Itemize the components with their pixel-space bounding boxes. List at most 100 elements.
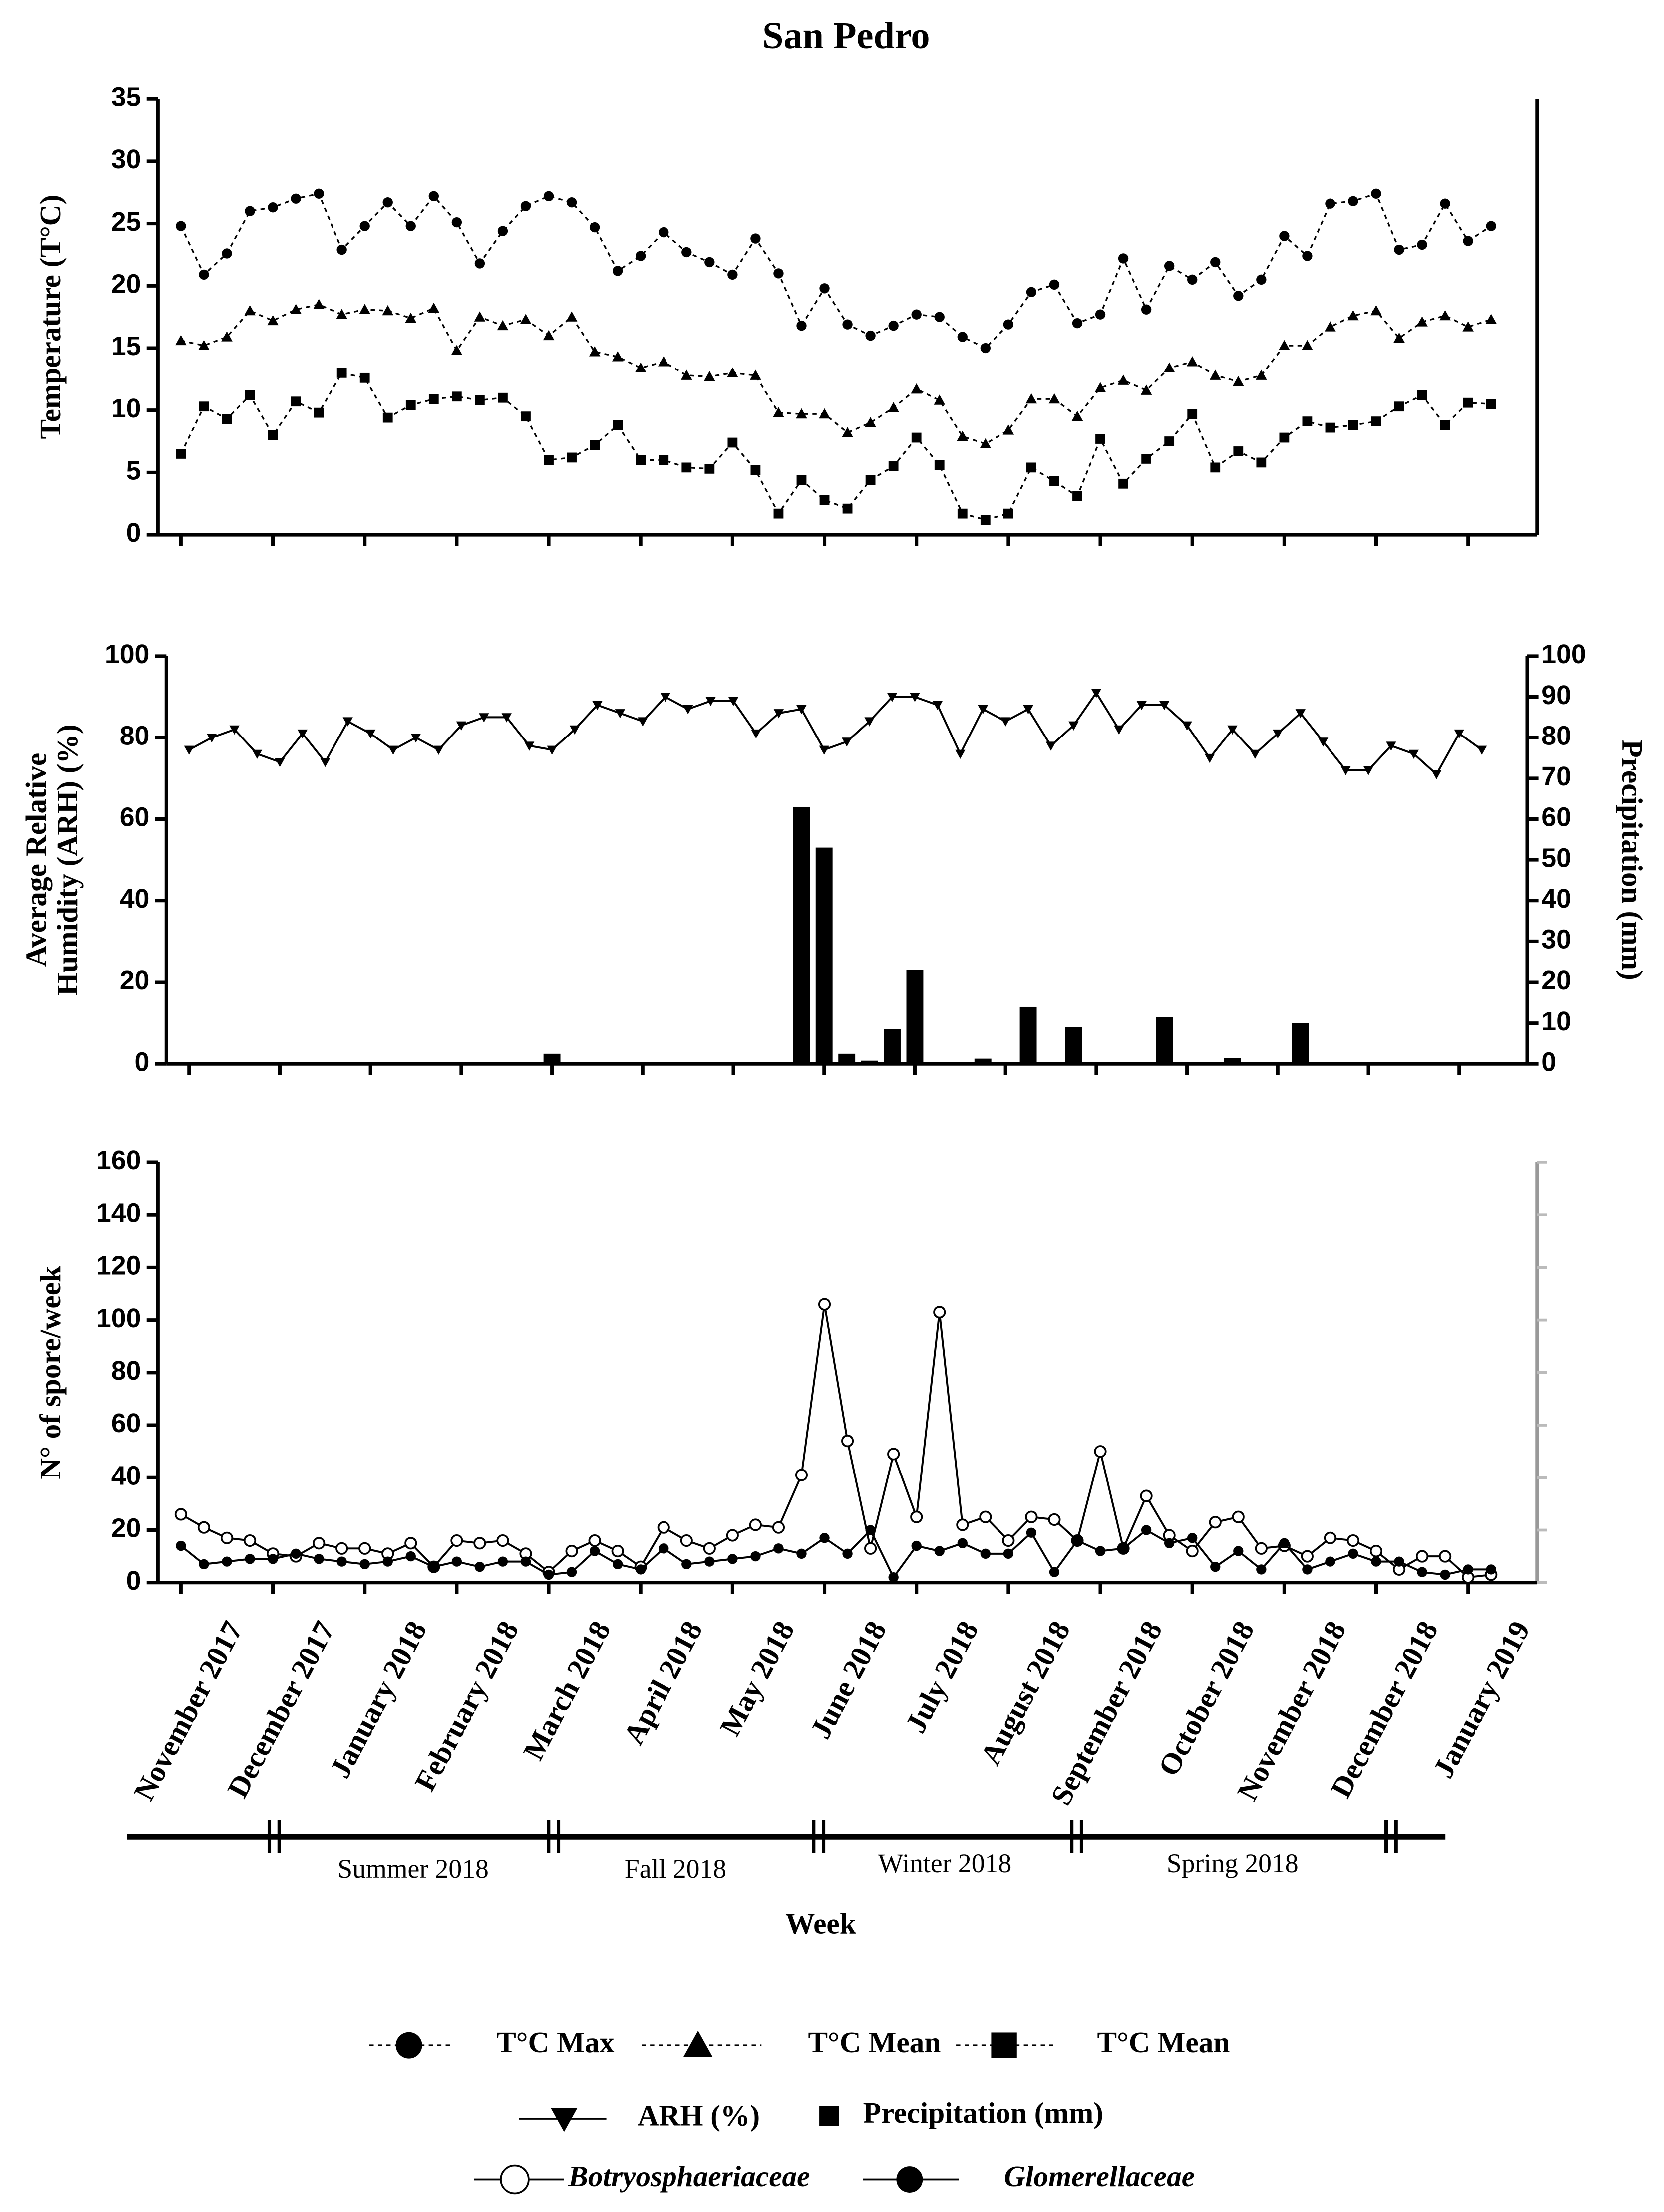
- season-label: Fall 2018: [625, 1854, 726, 1884]
- marker: [243, 1534, 257, 1547]
- marker: [1118, 253, 1129, 264]
- marker: [220, 1531, 234, 1544]
- marker: [1394, 1556, 1404, 1567]
- marker: [291, 396, 301, 407]
- y-tick-label: 100: [96, 1303, 141, 1333]
- marker: [336, 309, 347, 319]
- marker: [1233, 1546, 1244, 1556]
- marker: [500, 2164, 530, 2195]
- marker: [934, 312, 945, 322]
- marker: [520, 1556, 531, 1567]
- marker: [1233, 446, 1244, 456]
- marker: [1348, 420, 1358, 430]
- marker: [911, 309, 922, 320]
- y2-tick-label: 10: [1541, 1006, 1571, 1036]
- marker: [991, 2032, 1017, 2058]
- marker: [896, 2166, 923, 2193]
- y2-tick-label: 40: [1541, 884, 1571, 914]
- marker: [1091, 689, 1102, 698]
- marker: [1025, 393, 1037, 404]
- marker: [1417, 1567, 1427, 1577]
- marker: [910, 693, 920, 702]
- marker: [865, 1525, 876, 1535]
- marker: [474, 1561, 485, 1572]
- bar: [1292, 1023, 1309, 1064]
- marker: [1256, 369, 1267, 380]
- marker: [245, 390, 255, 400]
- marker: [359, 221, 370, 231]
- marker: [1182, 721, 1192, 731]
- marker: [1256, 457, 1267, 468]
- marker: [1369, 1545, 1383, 1558]
- marker: [749, 1518, 762, 1531]
- marker: [888, 1572, 899, 1583]
- marker: [547, 745, 557, 755]
- marker: [359, 372, 370, 383]
- marker: [773, 407, 784, 417]
- marker: [252, 749, 263, 759]
- marker: [1117, 374, 1129, 385]
- marker: [636, 251, 646, 261]
- y-tick-label: 140: [96, 1198, 141, 1228]
- y-tick-label: 20: [111, 1513, 141, 1543]
- marker: [796, 475, 807, 485]
- marker: [501, 713, 512, 723]
- marker: [980, 1548, 991, 1559]
- marker: [566, 197, 577, 208]
- marker: [451, 391, 462, 402]
- marker: [1347, 310, 1359, 321]
- marker: [359, 304, 371, 314]
- marker: [1003, 319, 1014, 330]
- marker: [1048, 393, 1060, 404]
- marker: [1302, 340, 1313, 351]
- marker: [1370, 305, 1382, 316]
- marker: [176, 1540, 186, 1551]
- y2-tick-label: 100: [1541, 639, 1586, 669]
- y2-tick-label: 50: [1541, 843, 1571, 873]
- marker: [1279, 231, 1290, 241]
- marker: [1279, 432, 1290, 443]
- x-axis-label: Week: [785, 1907, 856, 1940]
- marker: [222, 248, 232, 259]
- y-tick-label: 0: [135, 1047, 150, 1077]
- marker: [1048, 1513, 1061, 1526]
- marker: [1363, 766, 1374, 775]
- marker: [842, 319, 853, 330]
- marker: [1324, 1531, 1336, 1544]
- bar: [793, 806, 810, 1064]
- y-axis-label: Temperature (T°C): [34, 195, 67, 439]
- marker: [980, 515, 991, 525]
- marker: [1210, 462, 1221, 473]
- marker: [496, 1534, 509, 1547]
- marker: [589, 1546, 600, 1556]
- marker: [1279, 340, 1290, 351]
- y2-tick-label: 0: [1541, 1047, 1556, 1077]
- bar: [543, 1053, 561, 1064]
- marker: [1163, 362, 1175, 372]
- marker: [727, 437, 738, 448]
- y2-axis-label: Precipitation (mm): [1616, 739, 1649, 980]
- bar: [815, 847, 833, 1064]
- legend-label: ARH (%): [638, 2099, 760, 2132]
- marker: [451, 217, 462, 228]
- y-tick-label: 30: [111, 144, 141, 174]
- marker: [635, 362, 647, 372]
- marker: [865, 417, 876, 427]
- series-line: [180, 1304, 1491, 1579]
- marker: [1164, 261, 1175, 271]
- bar: [838, 1053, 856, 1064]
- marker: [957, 508, 968, 519]
- marker: [1318, 737, 1329, 747]
- marker: [335, 1542, 348, 1555]
- marker: [659, 1543, 669, 1554]
- marker: [1346, 1534, 1360, 1547]
- marker: [1463, 397, 1473, 408]
- marker: [1439, 310, 1451, 321]
- bar: [1065, 1027, 1082, 1064]
- marker: [473, 1537, 486, 1550]
- marker: [956, 1518, 969, 1531]
- marker: [865, 475, 876, 485]
- marker: [1417, 239, 1427, 250]
